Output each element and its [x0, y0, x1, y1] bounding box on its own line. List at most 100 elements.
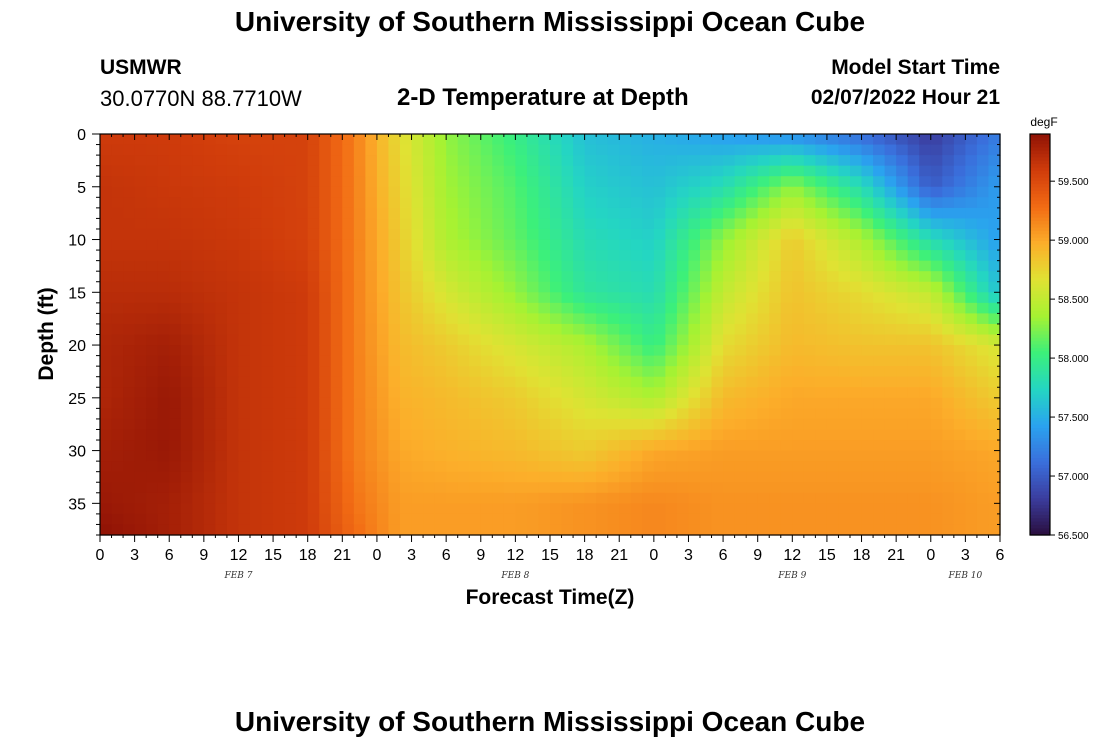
heat-cell: [273, 292, 286, 304]
heat-cell: [480, 440, 493, 452]
heat-cell: [884, 207, 897, 220]
heat-cell: [423, 408, 436, 420]
heat-cell: [376, 355, 390, 367]
heat-cell: [492, 387, 505, 399]
heat-cell: [526, 387, 540, 399]
heat-cell: [642, 176, 655, 188]
heat-cell: [469, 376, 482, 388]
heat-cell: [688, 239, 701, 251]
heat-cell: [503, 408, 516, 420]
heat-cell: [769, 281, 782, 293]
heat-cell: [676, 471, 690, 483]
heat-cell: [457, 197, 470, 209]
heat-cell: [746, 503, 759, 515]
heat-cell: [642, 271, 655, 283]
heat-cell: [469, 302, 482, 314]
heat-cell: [953, 482, 966, 494]
heat-cell: [976, 366, 990, 378]
heat-cell: [815, 482, 828, 494]
heat-cell: [111, 176, 124, 188]
heat-cell: [134, 408, 147, 420]
heat-cell: [180, 418, 193, 431]
colorbar-segment: [1030, 498, 1050, 503]
heat-cell: [469, 218, 482, 230]
heat-cell: [573, 408, 586, 420]
heat-cell: [665, 355, 678, 367]
heat-cell: [653, 186, 666, 198]
heat-cell: [573, 250, 586, 262]
x-tick-label: 12: [230, 547, 248, 564]
heat-cell: [111, 397, 124, 409]
heat-cell: [146, 513, 159, 526]
heat-cell: [965, 471, 978, 483]
heat-cell: [607, 524, 620, 536]
heat-cell: [273, 387, 286, 399]
heat-cell: [734, 482, 747, 494]
heat-cell: [296, 260, 309, 272]
heat-cell: [711, 471, 724, 483]
heat-cell: [215, 450, 228, 462]
heat-cell: [307, 492, 320, 504]
heat-cell: [353, 376, 366, 388]
heat-cell: [526, 450, 540, 462]
heat-cell: [538, 155, 551, 167]
heat-cell: [330, 218, 343, 230]
heat-cell: [192, 313, 205, 325]
heat-cell: [180, 155, 193, 167]
colorbar-segment: [1030, 347, 1050, 352]
heat-cell: [365, 376, 378, 388]
heat-cell: [250, 207, 263, 220]
heat-cell: [238, 440, 251, 452]
heat-cell: [711, 366, 724, 378]
heat-cell: [676, 429, 690, 441]
heat-cell: [619, 313, 632, 325]
heat-cell: [111, 292, 124, 304]
heat-cell: [953, 355, 966, 367]
heat-cell: [769, 387, 782, 399]
heat-cell: [769, 144, 782, 156]
heat-cell: [953, 323, 966, 336]
heat-cell: [250, 482, 263, 494]
heat-cell: [400, 397, 413, 409]
heat-cell: [953, 429, 966, 441]
heat-cell: [711, 292, 724, 304]
heat-cell: [446, 165, 459, 177]
heat-cell: [861, 513, 874, 526]
heat-cell: [250, 408, 263, 420]
heat-cell: [169, 155, 182, 167]
heat-cell: [273, 408, 286, 420]
heat-cell: [607, 228, 620, 241]
heat-cell: [538, 418, 551, 431]
heat-cell: [376, 323, 390, 336]
heat-cell: [792, 503, 805, 515]
heat-cell: [180, 408, 193, 420]
heat-cell: [838, 461, 851, 473]
heat-cell: [723, 313, 736, 325]
heat-cell: [215, 429, 228, 441]
heat-cell: [215, 492, 228, 504]
heat-cell: [400, 186, 413, 198]
heat-cell: [226, 239, 240, 251]
heat-cell: [780, 440, 793, 452]
heat-cell: [584, 239, 597, 251]
heat-cell: [111, 482, 124, 494]
heat-cell: [515, 134, 528, 146]
heat-cell: [953, 271, 966, 283]
heat-cell: [226, 408, 240, 420]
heat-cell: [630, 197, 643, 209]
heat-cell: [607, 313, 620, 325]
heat-cell: [919, 418, 932, 431]
heat-cell: [861, 323, 874, 336]
heat-cell: [134, 228, 147, 241]
heat-cell: [365, 334, 378, 346]
heat-cell: [584, 366, 597, 378]
heat-cell: [630, 155, 643, 167]
heat-cell: [711, 155, 724, 167]
x-tick-label: 18: [576, 547, 594, 564]
heat-cell: [873, 323, 886, 336]
heat-cell: [792, 228, 805, 241]
heat-cell: [884, 492, 897, 504]
heat-cell: [296, 176, 309, 188]
heat-cell: [861, 492, 874, 504]
heat-cell: [619, 144, 632, 156]
